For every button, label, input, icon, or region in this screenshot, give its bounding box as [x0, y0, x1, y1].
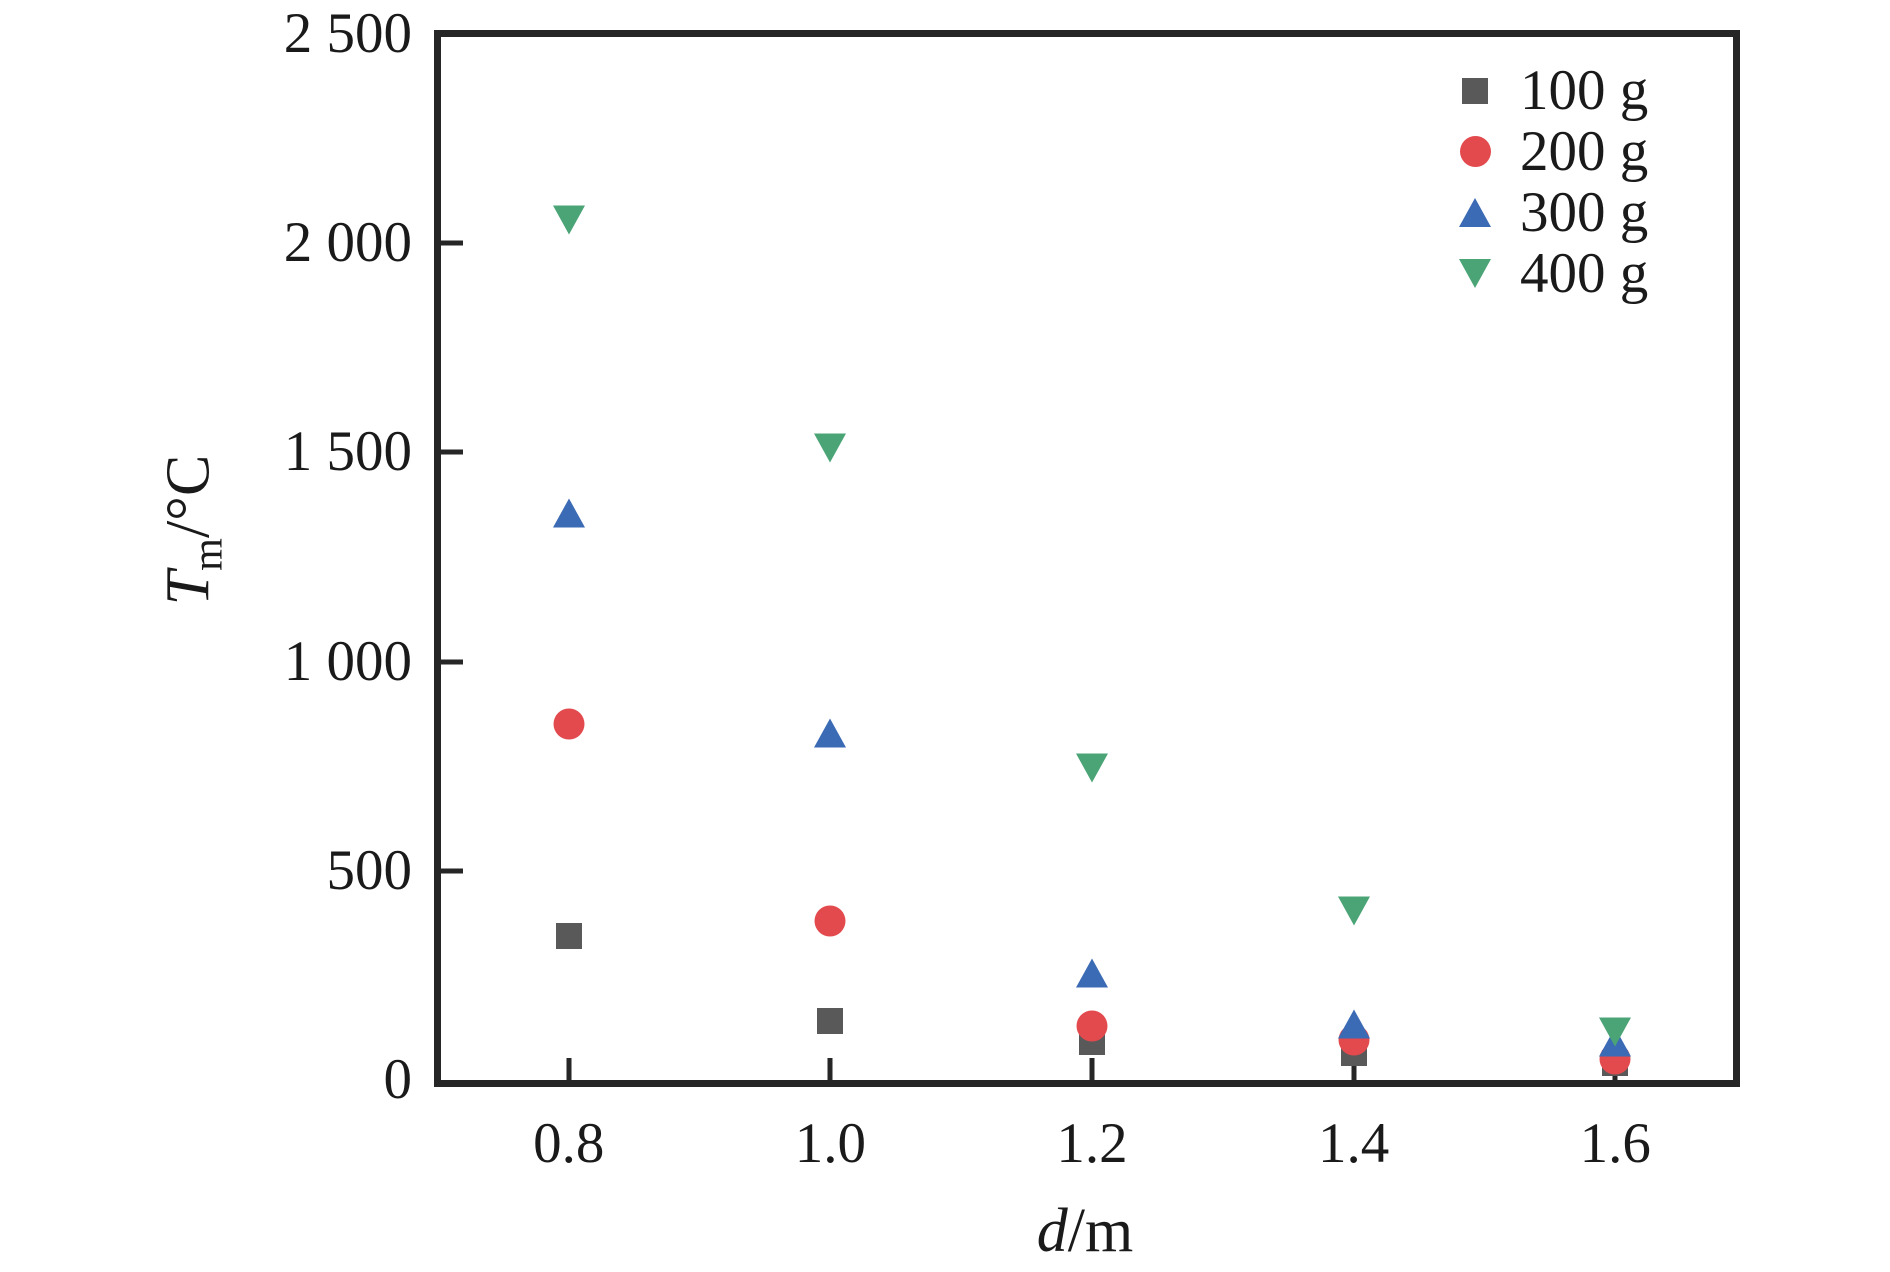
y-tick-label: 1 000: [283, 629, 412, 693]
x-tick-label: 1.0: [794, 1112, 867, 1175]
plot-area: [434, 30, 1740, 1087]
legend-label: 200 g: [1520, 120, 1649, 183]
legend-label: 400 g: [1520, 242, 1649, 305]
legend-row: 200 g: [1442, 120, 1649, 183]
legend-marker-cell: [1442, 136, 1508, 167]
legend-marker-cell: [1442, 77, 1508, 104]
x-tick-label: 1.2: [1056, 1112, 1128, 1175]
x-tick-label: 1.4: [1318, 1112, 1390, 1175]
legend-marker-cell: [1442, 198, 1508, 227]
legend-marker-cell: [1442, 259, 1508, 288]
x-axis-variable: d: [1036, 1197, 1068, 1265]
legend-triangle-up-icon: [1459, 198, 1491, 227]
legend-label: 100 g: [1520, 59, 1649, 122]
x-axis-label: d/m: [1037, 1196, 1133, 1267]
y-axis-label: Tm/°C: [153, 455, 232, 606]
legend-triangle-down-icon: [1459, 259, 1491, 288]
x-tick-label: 0.8: [533, 1112, 605, 1175]
y-axis-unit: /°C: [154, 454, 223, 539]
y-tick-label: 2 500: [283, 2, 412, 65]
x-tick-label: 1.6: [1579, 1112, 1651, 1175]
legend: 100 g 200 g 300 g 400 g: [1442, 59, 1649, 305]
y-axis-subscript: m: [184, 538, 232, 571]
legend-square-icon: [1462, 77, 1488, 104]
y-tick-label: 2 000: [283, 211, 412, 275]
legend-row: 300 g: [1442, 181, 1649, 244]
legend-circle-icon: [1459, 136, 1491, 167]
x-axis-unit: /m: [1067, 1197, 1134, 1265]
y-axis-variable: T: [154, 570, 223, 606]
legend-row: 400 g: [1442, 242, 1649, 305]
y-tick-label: 500: [326, 838, 413, 902]
y-tick-label: 0: [383, 1048, 413, 1111]
legend-row: 100 g: [1442, 59, 1649, 122]
legend-label: 300 g: [1520, 181, 1649, 244]
